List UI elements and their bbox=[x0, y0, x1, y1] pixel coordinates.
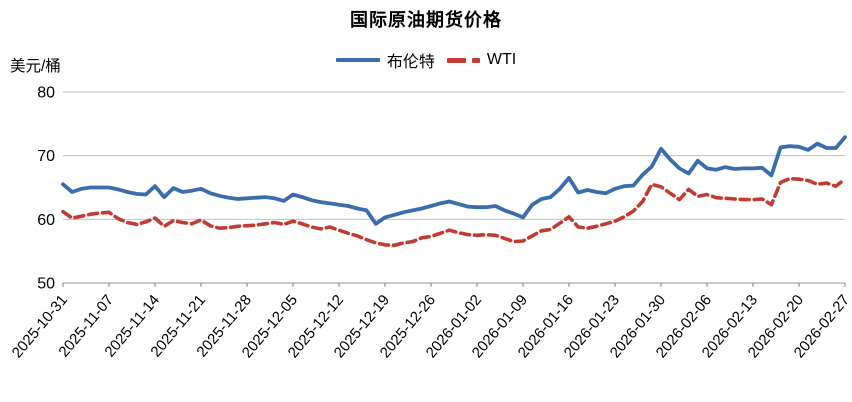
y-tick-label: 60 bbox=[37, 212, 55, 229]
legend-label-wti: WTI bbox=[486, 51, 517, 68]
brent-line-marker-icon bbox=[335, 57, 380, 63]
legend-label-brent: 布伦特 bbox=[386, 54, 435, 71]
y-tick-label: 70 bbox=[37, 148, 55, 165]
wti-dashed-marker-icon bbox=[446, 57, 480, 63]
brent-line bbox=[61, 135, 847, 226]
y-tick-label: 50 bbox=[37, 276, 55, 293]
chart-legend: 布伦特 WTI bbox=[0, 48, 852, 72]
legend-item-brent: 布伦特 bbox=[335, 48, 435, 72]
chart-title: 国际原油期货价格 bbox=[350, 10, 502, 30]
wti-line bbox=[61, 176, 847, 248]
y-axis-unit-label: 美元/桶 bbox=[10, 58, 61, 75]
legend-item-wti: WTI bbox=[435, 51, 516, 69]
y-tick-label: 80 bbox=[37, 85, 55, 102]
